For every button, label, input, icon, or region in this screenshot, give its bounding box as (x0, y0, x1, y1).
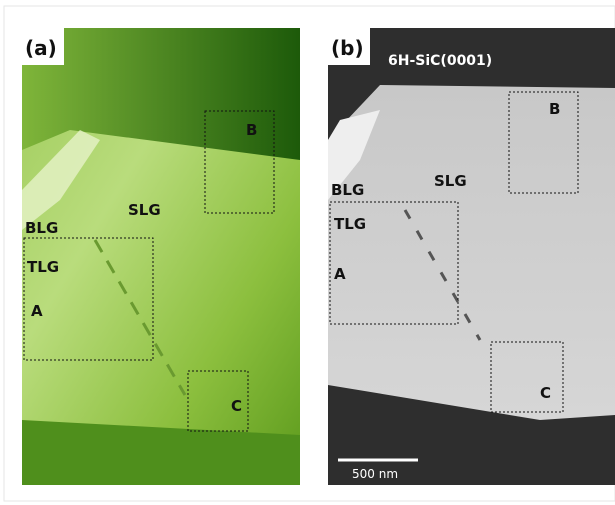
annotation: TLG (334, 215, 366, 233)
annotation: C (231, 397, 242, 415)
annotation: TLG (27, 258, 59, 276)
scale-bar-label: 500 nm (352, 467, 398, 481)
annotation: B (246, 121, 257, 139)
annotation: A (334, 265, 346, 283)
annotation: A (31, 302, 43, 320)
annotation: BLG (331, 181, 364, 199)
panel-label: (a) (25, 36, 57, 60)
panel-a: (a) SLG BLG TLG A B C (22, 28, 300, 485)
annotation: SLG (434, 172, 467, 190)
annotation: B (549, 100, 560, 118)
annotation: SLG (128, 201, 161, 219)
sample-title: 6H-SiC(0001) (388, 53, 492, 69)
annotation: BLG (25, 219, 58, 237)
figure: (a) SLG BLG TLG A B C (b) 6H-SiC(0001) S… (0, 0, 615, 505)
annotation: C (540, 384, 551, 402)
panel-b: (b) 6H-SiC(0001) SLG BLG TLG A B C 500 n… (328, 28, 615, 485)
graphene-region (328, 85, 615, 420)
panel-label: (b) (331, 36, 364, 60)
